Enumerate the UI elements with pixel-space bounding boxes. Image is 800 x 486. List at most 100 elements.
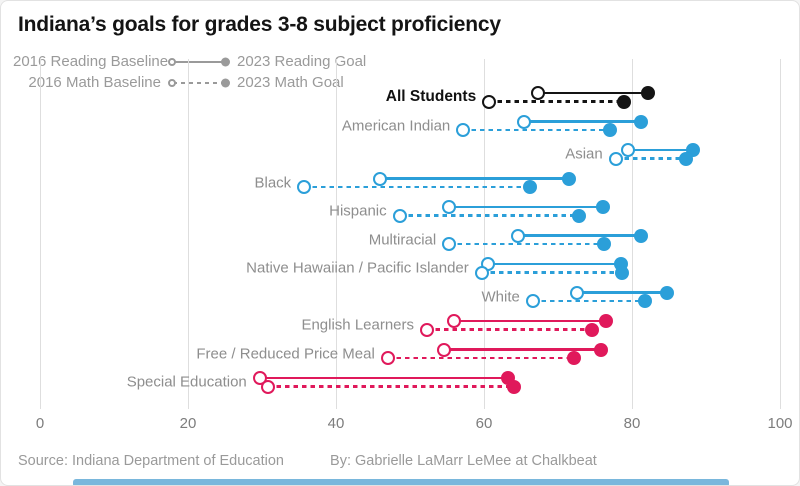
math-baseline-dot — [442, 237, 457, 251]
math-goal-dot — [679, 151, 694, 166]
legend-row-reading: 2016 Reading Baseline 2023 Reading Goal — [13, 51, 366, 72]
legend-label-reading-baseline: 2016 Reading Baseline — [13, 53, 169, 70]
reading-baseline-dot — [446, 314, 461, 328]
category-label: Multiracial — [368, 231, 437, 249]
reading-baseline-dot — [516, 114, 531, 129]
category-label: All Students — [385, 88, 477, 106]
math-line — [304, 185, 530, 189]
reading-baseline-dot — [621, 143, 636, 157]
math-baseline-dot — [420, 322, 435, 337]
legend-glyph-reading — [168, 55, 230, 69]
reading-line — [518, 234, 641, 237]
x-tick-label: 80 — [623, 415, 641, 432]
reading-goal-dot — [633, 114, 648, 129]
math-baseline-dot — [525, 294, 540, 308]
reading-line — [487, 262, 621, 266]
reading-goal-dot — [562, 171, 577, 186]
legend-label-math-goal: 2023 Math Goal — [237, 74, 344, 91]
filled-circle-icon — [221, 78, 230, 87]
legend-label-math-baseline: 2016 Math Baseline — [28, 74, 161, 91]
math-line — [387, 356, 575, 360]
reading-line — [444, 348, 601, 351]
gridline — [631, 59, 633, 409]
math-baseline-dot — [260, 379, 275, 394]
category-label: Black — [254, 174, 292, 192]
category-label: English Learners — [301, 316, 415, 334]
math-line — [399, 214, 579, 217]
math-line — [489, 100, 624, 103]
chart-footer: Source: Indiana Department of Education … — [18, 453, 597, 469]
reading-goal-dot — [641, 86, 656, 100]
x-tick-label: 100 — [767, 415, 793, 432]
reading-goal-dot — [599, 314, 614, 328]
category-label: Hispanic — [329, 202, 387, 220]
category-label: Free / Reduced Price Meal — [196, 345, 375, 363]
x-tick-label: 60 — [475, 415, 493, 432]
reading-baseline-dot — [437, 342, 452, 357]
reading-goal-dot — [596, 200, 611, 214]
category-label: Special Education — [126, 373, 247, 391]
reading-baseline-dot — [442, 200, 457, 214]
gridline — [39, 59, 41, 409]
filled-circle-icon — [221, 57, 230, 66]
math-goal-dot — [567, 351, 582, 365]
math-baseline-dot — [456, 123, 471, 137]
byline-text: By: Gabrielle LaMarr LeMee at Chalkbeat — [330, 453, 597, 469]
math-line — [267, 385, 515, 388]
open-circle-icon — [168, 57, 176, 66]
x-tick-label: 40 — [327, 415, 345, 432]
solid-line-icon — [173, 60, 225, 63]
math-goal-dot — [596, 237, 611, 251]
x-tick-label: 0 — [35, 415, 45, 432]
math-line — [481, 271, 623, 274]
legend-label-reading-goal: 2023 Reading Goal — [237, 53, 367, 70]
reading-line — [577, 291, 667, 294]
open-circle-icon — [168, 78, 176, 87]
reading-line — [628, 148, 693, 152]
reading-line — [538, 91, 649, 95]
category-label: White — [481, 288, 520, 306]
reading-baseline-dot — [531, 86, 546, 100]
gridline — [483, 59, 485, 409]
math-goal-dot — [585, 322, 600, 337]
math-goal-dot — [522, 180, 537, 194]
math-line — [427, 328, 593, 331]
math-goal-dot — [571, 208, 586, 223]
reading-baseline-dot — [372, 171, 387, 186]
math-goal-dot — [602, 123, 617, 137]
footer-bar — [73, 479, 729, 485]
reading-baseline-dot — [511, 228, 526, 243]
gridline — [335, 59, 337, 409]
category-label: Asian — [565, 145, 603, 163]
math-line — [463, 128, 610, 132]
category-label: American Indian — [341, 117, 451, 135]
gridline — [779, 59, 781, 409]
chart-title: Indiana’s goals for grades 3-8 subject p… — [18, 13, 501, 36]
legend-row-math: 2016 Math Baseline 2023 Math Goal — [13, 72, 366, 93]
legend-glyph-math — [168, 76, 230, 90]
category-label: Native Hawaiian / Pacific Islander — [246, 259, 469, 277]
math-baseline-dot — [608, 151, 623, 166]
reading-goal-dot — [593, 342, 608, 357]
math-baseline-dot — [297, 180, 312, 194]
reading-line — [523, 120, 641, 123]
math-goal-dot — [615, 265, 630, 280]
reading-line — [453, 319, 607, 323]
math-line — [615, 157, 687, 160]
math-line — [532, 299, 646, 303]
reading-baseline-dot — [570, 285, 585, 300]
chart-legend: 2016 Reading Baseline 2023 Reading Goal … — [13, 51, 366, 93]
reading-goal-dot — [633, 228, 648, 243]
math-goal-dot — [616, 94, 631, 109]
math-line — [449, 242, 604, 246]
math-goal-dot — [507, 379, 522, 394]
x-tick-label: 20 — [179, 415, 197, 432]
reading-line — [379, 177, 570, 180]
reading-goal-dot — [659, 285, 674, 300]
reading-line — [449, 205, 604, 209]
reading-line — [259, 376, 508, 380]
math-baseline-dot — [392, 208, 407, 223]
math-goal-dot — [638, 294, 653, 308]
